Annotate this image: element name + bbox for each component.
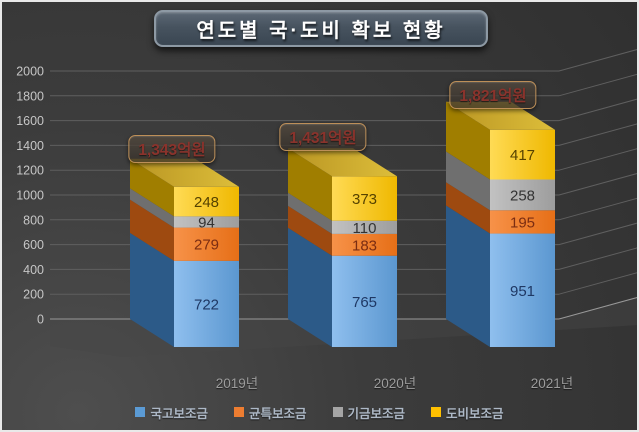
bar-segment-side[interactable] (446, 205, 490, 347)
legend-label: 도비보조금 (446, 406, 504, 421)
bar-segment-top[interactable] (130, 158, 239, 187)
segment-value-label: 248 (194, 194, 219, 211)
bar-segment-side[interactable] (130, 188, 174, 228)
bar-segment-front[interactable] (174, 260, 239, 347)
y-axis-tick: 400 (23, 263, 44, 277)
bar-segment-side[interactable] (288, 148, 332, 221)
bar-segment-front[interactable] (174, 186, 239, 217)
gridline-sidewall (558, 98, 637, 122)
bar-segment-front[interactable] (332, 255, 397, 347)
bar-segment-front[interactable] (174, 216, 239, 228)
segment-value-label: 951 (510, 283, 535, 300)
legend-item[interactable]: 기금보조금 (332, 403, 406, 422)
y-axis-tick: 1600 (16, 114, 44, 128)
bar-segment-front[interactable] (332, 176, 397, 221)
legend-label: 국고보조금 (150, 406, 208, 421)
bar-segment-side[interactable] (446, 151, 490, 211)
chart-title-text: 연도별 국·도비 확보 현황 (196, 20, 446, 42)
bar-segment-front[interactable] (490, 179, 555, 211)
legend-swatch-icon (233, 407, 244, 417)
bar-segment-front[interactable] (332, 220, 397, 234)
segment-value-label: 765 (352, 294, 377, 311)
bar-segment-side[interactable] (288, 205, 332, 256)
y-axis-tick: 800 (23, 213, 44, 227)
bar-segment-front[interactable] (332, 233, 397, 256)
y-axis-tick: 1800 (16, 89, 44, 103)
legend: 국고보조금 균특보조금 기금보조금 도비보조금 (2, 403, 637, 421)
x-axis-label: 2021년 (530, 376, 574, 391)
bar-segment-side[interactable] (446, 101, 490, 180)
legend-item[interactable]: 도비보조금 (431, 403, 504, 422)
y-axis-tick: 1400 (16, 139, 44, 153)
legend-label: 기금보조금 (347, 406, 406, 421)
y-axis-tick: 1200 (16, 164, 44, 178)
y-axis-tick: 1000 (16, 189, 44, 203)
y-axis-tick: 0 (37, 313, 44, 327)
legend-swatch-icon (431, 407, 442, 417)
gridline-sidewall (558, 123, 637, 146)
segment-value-label: 94 (198, 214, 215, 231)
y-axis-tick: 600 (23, 238, 44, 252)
bar-segment-front[interactable] (174, 227, 239, 261)
y-axis-tick: 2000 (16, 65, 44, 79)
bar-segment-side[interactable] (130, 199, 174, 261)
gridline-sidewall (558, 148, 637, 171)
bar-segment-side[interactable] (130, 158, 174, 217)
gridline-sidewall (558, 73, 637, 97)
y-axis-tick: 200 (23, 288, 44, 302)
gridline-sidewall (558, 247, 637, 270)
segment-value-label: 417 (510, 147, 535, 164)
bar-segment-front[interactable] (490, 233, 555, 347)
segment-value-label: 722 (194, 296, 219, 313)
segment-value-label: 258 (510, 187, 535, 204)
chart-title: 연도별 국·도비 확보 현황 (154, 10, 488, 47)
legend-item[interactable]: 국고보조금 (135, 403, 208, 422)
bar-segment-front[interactable] (490, 210, 555, 234)
legend-swatch-icon (135, 407, 146, 417)
segment-value-label: 373 (352, 191, 377, 208)
total-label: 1,821억원 (449, 81, 537, 109)
bar-segment-side[interactable] (288, 227, 332, 347)
legend-swatch-icon (332, 407, 343, 417)
segment-value-label: 279 (194, 237, 219, 254)
segment-value-label: 195 (510, 214, 535, 231)
x-axis-label: 2020년 (373, 376, 417, 391)
bar-segment-side[interactable] (446, 182, 490, 234)
gridline-sidewall (558, 49, 637, 72)
segment-value-label: 110 (353, 220, 377, 237)
gridline-sidewall (558, 272, 637, 295)
gridline-sidewall (558, 297, 637, 320)
legend-item[interactable]: 균특보조금 (233, 403, 307, 422)
legend-label: 균특보조금 (248, 406, 307, 421)
gridline-sidewall (558, 173, 637, 196)
bar-segment-side[interactable] (288, 192, 332, 234)
x-axis-label: 2019년 (215, 376, 259, 391)
segment-value-label: 183 (352, 237, 377, 254)
bar-segment-front[interactable] (490, 129, 555, 180)
gridline-sidewall (558, 222, 637, 246)
bar-segment-side[interactable] (130, 232, 174, 347)
total-label: 1,431억원 (279, 123, 367, 151)
total-label: 1,343억원 (128, 135, 216, 163)
gridline-sidewall (558, 197, 637, 221)
bar-segment-top[interactable] (288, 148, 397, 177)
